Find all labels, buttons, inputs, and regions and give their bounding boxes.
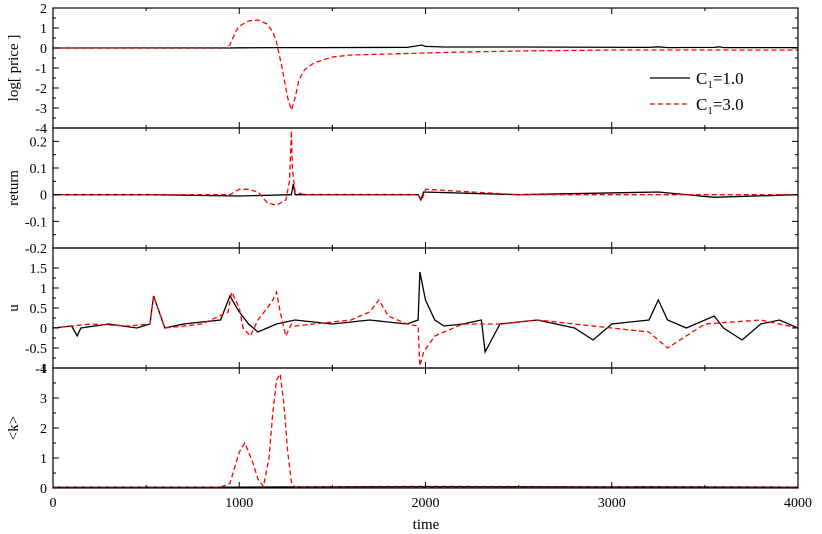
y-tick-label-log-price: 2 [40,2,47,17]
panel-frame-log-price [52,7,799,129]
y-tick-label-k: 0 [40,482,47,497]
y-tick-label-u: 1.5 [30,262,48,277]
y-tick-label-log-price: 0 [40,42,47,57]
series-line-log-price-c1-1 [53,44,798,49]
y-tick-label-log-price: 1 [40,22,47,37]
y-tick-label-log-price: -1 [35,62,47,77]
y-tick-label-k: 2 [40,422,47,437]
panel-u: -1 -0.5 0 0.5 1 1.5 u [6,247,799,377]
y-tick-label-log-price: -2 [35,82,47,97]
y-tick-label-k: 4 [40,362,47,377]
series-line-return-c1-3 [53,130,798,206]
y-tick-label-u: -1 [35,362,47,377]
y-tick-label-k: 1 [40,452,47,467]
y-tick-label-u: 0 [40,322,47,337]
panel-frame-return [52,127,799,249]
y-tick-label-k: 3 [40,392,47,407]
x-tick-label: 2000 [412,496,440,511]
legend: C1=1.0 C1=3.0 [650,69,744,117]
panel-k: 0 1 2 3 4 <k> [6,362,799,497]
y-tick-label-return: -0.2 [25,242,47,257]
y-tick-label-u: 0.5 [30,302,48,317]
y-axis-label-log-price: log[ price ] [6,35,22,102]
panel-return: -0.2 -0.1 0 0.1 0.2 return [6,127,799,257]
y-axis-label-k: <k> [6,416,22,440]
panel-frame-u [52,247,799,369]
y-tick-label-return: 0.1 [30,162,48,177]
series-line-u-c1-3 [53,289,798,367]
legend-label-c1-3: C1=3.0 [696,95,744,117]
y-axis-label-return: return [6,170,22,206]
y-tick-label-u: -0.5 [25,342,47,357]
x-axis: time 0 1000 2000 3000 4000 [50,496,813,533]
series-line-k-c1-3 [53,372,798,488]
series-line-return-c1-1 [53,183,798,202]
x-tick-label: 4000 [784,496,812,511]
series-line-log-price-c1-3 [53,19,798,113]
y-tick-label-return: 0.2 [30,135,48,150]
x-tick-label: 0 [50,496,57,511]
x-tick-label: 3000 [598,496,626,511]
x-tick-label: 1000 [225,496,253,511]
y-tick-label-log-price: -3 [35,102,47,117]
y-tick-label-u: 1 [40,282,47,297]
y-tick-label-log-price: -4 [35,122,47,137]
panel-log-price: -4 -3 -2 -1 0 1 2 log[ price ] [6,2,799,137]
series-line-u-c1-1 [53,271,798,355]
x-axis-label: time [413,517,440,533]
chart-panels: -4 -3 -2 -1 0 1 2 log[ price ] -0.2 -0.1 0 0.1 0.2 re… [6,2,799,497]
y-tick-label-return: -0.1 [25,215,47,230]
panel-frame-k [52,367,799,489]
y-tick-label-return: 0 [40,189,47,204]
y-axis-label-u: u [6,304,22,312]
legend-label-c1-1: C1=1.0 [696,69,744,91]
